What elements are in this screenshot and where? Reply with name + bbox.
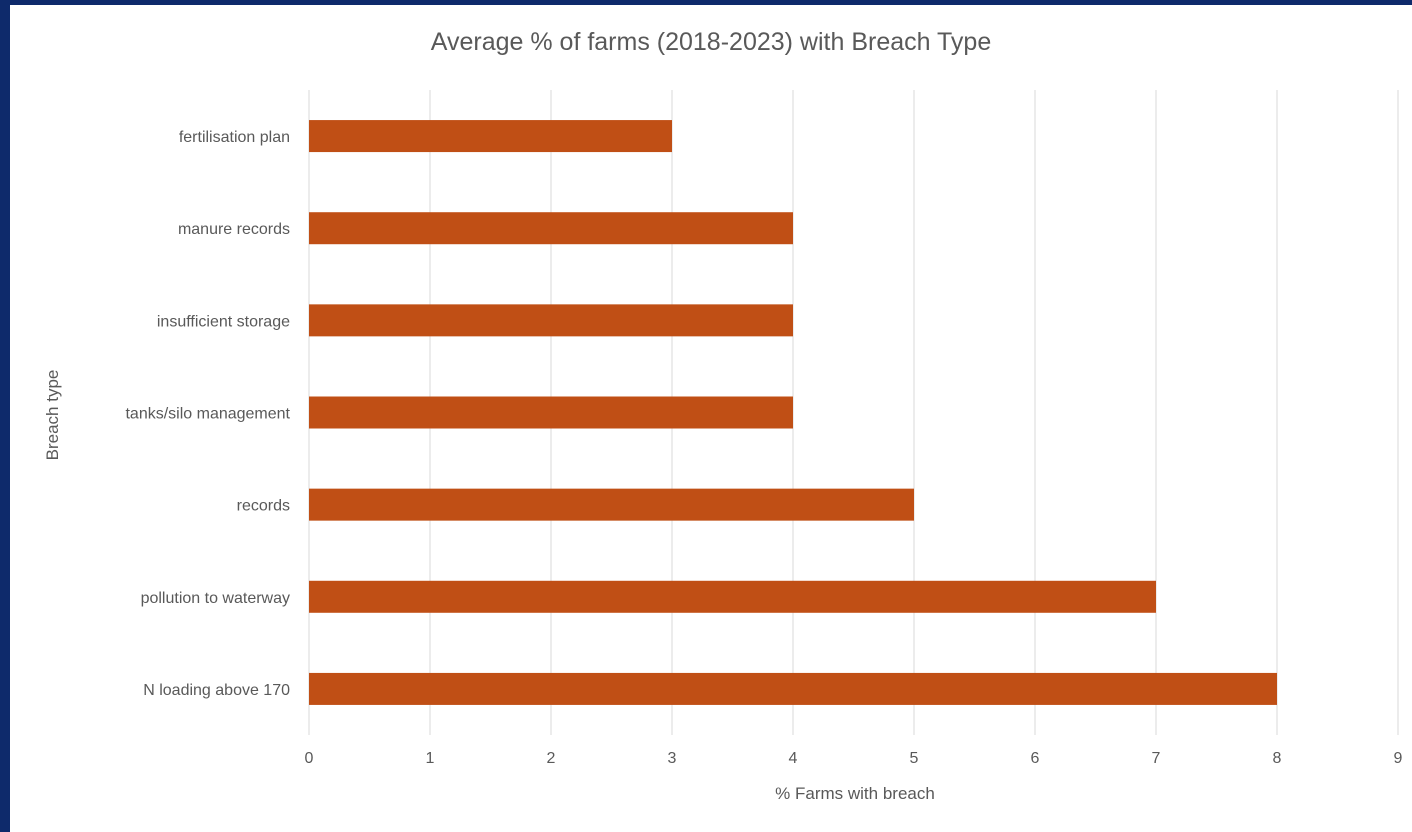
category-label: records [237,498,290,515]
bar [309,672,1277,705]
chart-title: Average % of farms (2018-2023) with Brea… [430,28,992,56]
bar [309,304,793,337]
x-tick-label: 4 [789,750,798,767]
x-tick-label: 8 [1273,750,1282,767]
bar [309,120,672,153]
bars [309,120,1277,705]
category-label: manure records [178,221,290,238]
y-axis-title: Breach type [43,370,62,461]
x-tick-label: 9 [1394,750,1403,767]
bar-chart: fertilisation plan manure records insuffic… [43,90,1403,803]
x-tick-labels: 0 1 2 3 4 5 6 7 8 9 [305,750,1403,767]
x-tick-label: 6 [1031,750,1040,767]
x-tick-label: 3 [668,750,677,767]
x-tick-label: 2 [547,750,556,767]
category-label: insufficient storage [157,313,290,330]
bar [309,212,793,245]
category-label: pollution to waterway [141,590,290,607]
x-tick-label: 5 [910,750,919,767]
x-tick-label: 0 [305,750,314,767]
category-labels: fertilisation plan manure records insuffic… [125,129,290,699]
category-label: N loading above 170 [143,682,290,699]
chart-panel: Average % of farms (2018-2023) with Brea… [10,5,1412,832]
x-axis-title: % Farms with breach [775,784,935,803]
x-tick-label: 7 [1152,750,1161,767]
bar [309,580,1156,613]
bar [309,396,793,429]
x-tick-label: 1 [426,750,435,767]
category-label: fertilisation plan [179,129,290,146]
bar [309,488,914,521]
category-label: tanks/silo management [125,406,290,423]
